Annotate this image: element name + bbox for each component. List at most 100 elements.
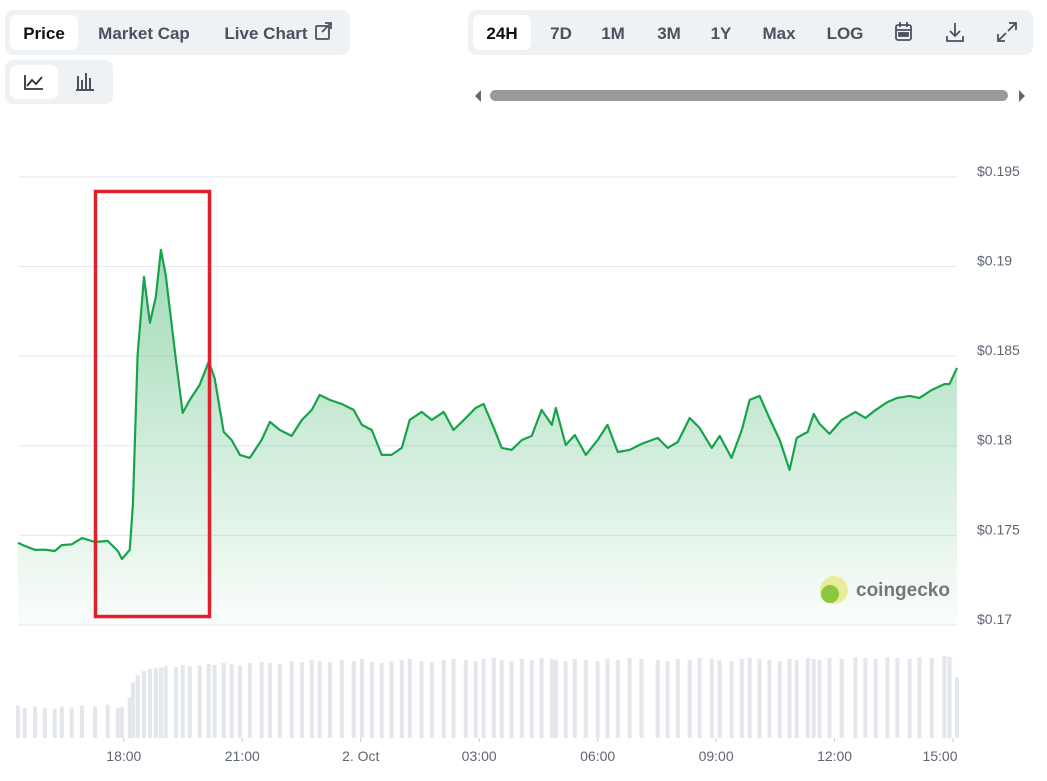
volume-bar (187, 666, 192, 738)
volume-bar (787, 659, 792, 738)
volume-bar (379, 663, 384, 738)
volume-bar (757, 659, 762, 738)
volume-bar (615, 660, 620, 738)
volume-bar (907, 659, 912, 738)
volume-bar (627, 658, 632, 738)
scroll-thumb[interactable] (490, 90, 1008, 101)
volume-bar (163, 666, 168, 738)
volume-bar (277, 664, 282, 738)
volume-bar (491, 658, 496, 738)
volume-bar (259, 662, 264, 738)
volume-bar (794, 660, 799, 738)
volume-bar (729, 661, 734, 738)
volume-bar (811, 659, 816, 738)
volume-bar (69, 707, 74, 738)
volume-bar (687, 660, 692, 738)
volume-bar (22, 707, 27, 738)
volume-bar (529, 660, 534, 738)
volume-bar (481, 659, 486, 738)
candle-icon[interactable] (76, 73, 94, 91)
y-tick-label: $0.185 (977, 342, 1020, 358)
y-tick-label: $0.175 (977, 521, 1020, 537)
volume-bar (605, 659, 610, 738)
volume-bar (739, 659, 744, 738)
volume-bar (873, 659, 878, 738)
volume-bar (947, 657, 952, 738)
volume-bar (317, 661, 322, 738)
volume-bar (863, 658, 868, 738)
x-tick-label: 06:00 (580, 748, 615, 764)
x-tick-label: 09:00 (699, 748, 734, 764)
range-active[interactable] (473, 15, 531, 50)
volume-bar (419, 661, 424, 738)
volume-bar (509, 661, 514, 738)
volume-bar (339, 660, 344, 738)
x-tick-label: 2. Oct (342, 748, 379, 764)
volume-bar (553, 660, 558, 738)
line-icon (24, 75, 43, 90)
volume-bar (173, 667, 178, 738)
volume-bar (135, 675, 140, 738)
volume-bar (675, 659, 680, 738)
external-icon (315, 22, 332, 40)
volume-bar (359, 659, 364, 738)
y-tick-label: $0.17 (977, 611, 1012, 627)
volume-bar (451, 659, 456, 738)
volume-bar (141, 671, 146, 738)
volume-bar (229, 664, 234, 738)
volume-bar (299, 662, 304, 738)
volume-bar (717, 660, 722, 738)
volume-bar (639, 659, 644, 738)
volume-bar (42, 707, 47, 738)
price-area (18, 249, 957, 626)
tab[interactable]: Market Cap (98, 24, 190, 43)
volume-bar (267, 663, 272, 738)
range-button[interactable]: LOG (827, 24, 864, 43)
volume-bar (351, 661, 356, 738)
volume-bar (212, 665, 217, 738)
range-button[interactable]: 24H (486, 24, 517, 43)
volume-bar (399, 660, 404, 738)
toolbar-icons[interactable] (895, 22, 1017, 42)
volume-bar (539, 658, 544, 738)
volume-bar (563, 661, 568, 738)
volume-bar (79, 705, 84, 738)
volume-bar (237, 665, 242, 738)
volume-bar (130, 682, 135, 738)
x-tick-label: 15:00 (922, 748, 957, 764)
range-button[interactable]: 1Y (711, 24, 732, 43)
volume-bar (885, 657, 890, 738)
volume-bar (115, 707, 120, 738)
volume-bar (52, 708, 57, 738)
x-tick-label: 03:00 (462, 748, 497, 764)
tab-active[interactable] (10, 15, 78, 50)
watermark-logo-inner (821, 585, 839, 603)
volume-bar (572, 659, 577, 738)
volume-bar (153, 668, 158, 738)
volume-bar (59, 706, 64, 738)
tab[interactable]: Live Chart (224, 24, 307, 43)
range-button[interactable]: 3M (657, 24, 681, 43)
range-group (468, 10, 1033, 55)
volume-bar (747, 658, 752, 738)
volume-bar (697, 658, 702, 738)
volume-bar (247, 663, 252, 738)
range-button[interactable]: 7D (550, 24, 572, 43)
volume-bar (127, 697, 132, 738)
tab-group (5, 10, 350, 55)
volume-bar (407, 659, 412, 738)
x-tick-label: 12:00 (817, 748, 852, 764)
volume-bar (105, 704, 110, 738)
y-tick-label: $0.19 (977, 252, 1012, 268)
watermark: coingecko (856, 580, 950, 601)
range-button[interactable]: Max (762, 24, 796, 43)
volume-bar (767, 660, 772, 738)
volume-bar (665, 661, 670, 738)
volume-bar (839, 659, 844, 738)
volume-bar (827, 658, 832, 738)
volume-bar (147, 669, 152, 738)
volume-bar (805, 658, 810, 738)
range-button[interactable]: 1M (601, 24, 625, 43)
tab[interactable]: Price (23, 24, 65, 43)
